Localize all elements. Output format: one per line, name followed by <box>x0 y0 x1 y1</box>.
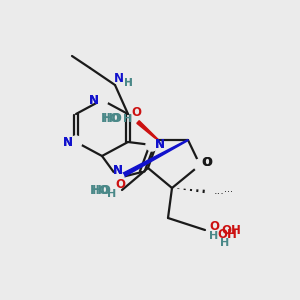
Text: HO: HO <box>103 112 123 124</box>
Polygon shape <box>117 140 188 180</box>
Text: O: O <box>201 157 211 169</box>
Text: N: N <box>63 136 73 148</box>
Text: H: H <box>124 78 132 88</box>
Text: H: H <box>124 78 132 88</box>
Text: N: N <box>155 139 165 152</box>
Circle shape <box>112 172 124 184</box>
Circle shape <box>70 136 82 148</box>
Circle shape <box>194 159 206 171</box>
Text: OH: OH <box>217 227 237 241</box>
Text: N: N <box>155 139 165 152</box>
Text: H: H <box>220 238 230 248</box>
Text: H: H <box>107 189 117 199</box>
Text: N: N <box>89 94 99 106</box>
Polygon shape <box>137 121 158 140</box>
Text: N: N <box>114 71 124 85</box>
Text: N: N <box>113 164 123 176</box>
Text: H: H <box>123 114 133 124</box>
Text: N: N <box>114 71 124 85</box>
Text: HO: HO <box>90 184 110 196</box>
Text: OH: OH <box>221 224 241 238</box>
Text: HO: HO <box>101 112 121 124</box>
Text: ···: ··· <box>214 189 225 199</box>
Text: O: O <box>202 157 212 169</box>
Text: N: N <box>63 136 73 148</box>
Circle shape <box>96 94 108 106</box>
Circle shape <box>113 72 125 84</box>
Text: O: O <box>115 178 125 191</box>
Text: ···: ··· <box>224 187 233 197</box>
Text: N: N <box>113 164 123 176</box>
Text: H: H <box>209 231 218 241</box>
Text: O: O <box>131 106 141 119</box>
Text: N: N <box>89 94 99 106</box>
Text: O: O <box>209 220 219 232</box>
Text: HO: HO <box>92 184 112 196</box>
Circle shape <box>146 139 158 151</box>
